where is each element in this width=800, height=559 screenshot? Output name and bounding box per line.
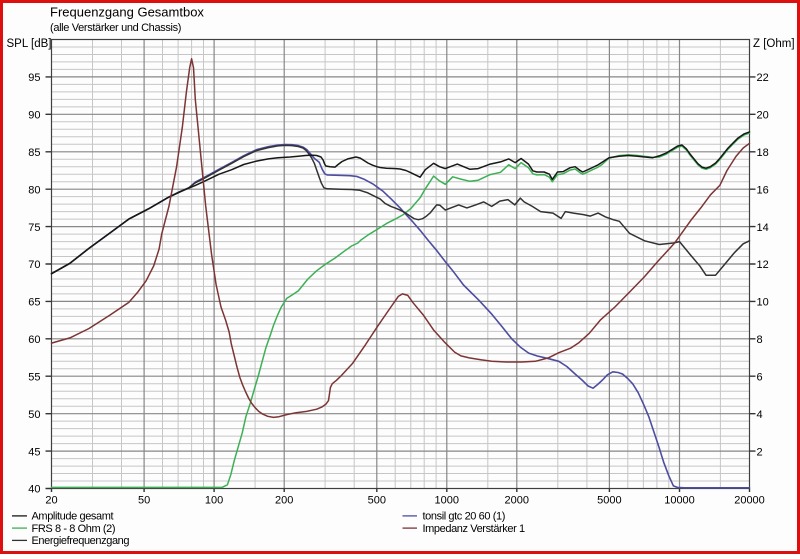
- svg-text:Amplitude gesamt: Amplitude gesamt: [32, 511, 114, 523]
- svg-text:100: 100: [205, 495, 223, 507]
- svg-text:60: 60: [28, 334, 40, 346]
- svg-text:65: 65: [28, 297, 40, 309]
- svg-text:50: 50: [138, 495, 150, 507]
- svg-text:1000: 1000: [435, 495, 459, 507]
- svg-text:6: 6: [757, 371, 763, 383]
- svg-text:85: 85: [28, 147, 40, 159]
- svg-text:95: 95: [28, 72, 40, 84]
- svg-text:tonsil gtc 20 60 (1): tonsil gtc 20 60 (1): [423, 511, 506, 523]
- svg-text:14: 14: [757, 222, 769, 234]
- svg-text:Energiefrequenzgang: Energiefrequenzgang: [32, 535, 130, 547]
- svg-text:2: 2: [757, 446, 763, 458]
- svg-text:SPL [dB]: SPL [dB]: [7, 38, 52, 50]
- svg-text:55: 55: [28, 371, 40, 383]
- svg-text:50: 50: [28, 409, 40, 421]
- svg-text:70: 70: [28, 259, 40, 271]
- svg-text:8: 8: [757, 334, 763, 346]
- svg-text:Z [Ohm]: Z [Ohm]: [753, 38, 795, 50]
- svg-text:45: 45: [28, 446, 40, 458]
- svg-text:80: 80: [28, 184, 40, 196]
- svg-text:5000: 5000: [597, 495, 621, 507]
- svg-text:10000: 10000: [664, 495, 695, 507]
- svg-text:12: 12: [757, 259, 769, 271]
- svg-text:4: 4: [757, 409, 763, 421]
- svg-text:20000: 20000: [734, 495, 765, 507]
- svg-text:40: 40: [28, 484, 40, 496]
- svg-text:75: 75: [28, 222, 40, 234]
- svg-text:Frequenzgang Gesamtbox: Frequenzgang Gesamtbox: [50, 5, 204, 20]
- svg-text:10: 10: [757, 297, 769, 309]
- svg-text:20: 20: [45, 495, 57, 507]
- svg-text:200: 200: [275, 495, 293, 507]
- svg-text:20: 20: [757, 110, 769, 122]
- svg-text:500: 500: [368, 495, 386, 507]
- svg-text:FRS 8 - 8 Ohm (2): FRS 8 - 8 Ohm (2): [32, 523, 116, 535]
- svg-text:Impedanz Verstärker 1: Impedanz Verstärker 1: [423, 523, 526, 535]
- svg-text:18: 18: [757, 147, 769, 159]
- svg-text:2000: 2000: [505, 495, 529, 507]
- svg-text:16: 16: [757, 184, 769, 196]
- svg-text:22: 22: [757, 72, 769, 84]
- svg-text:90: 90: [28, 110, 40, 122]
- svg-text:(alle Verstärker und Chassis): (alle Verstärker und Chassis): [50, 22, 181, 34]
